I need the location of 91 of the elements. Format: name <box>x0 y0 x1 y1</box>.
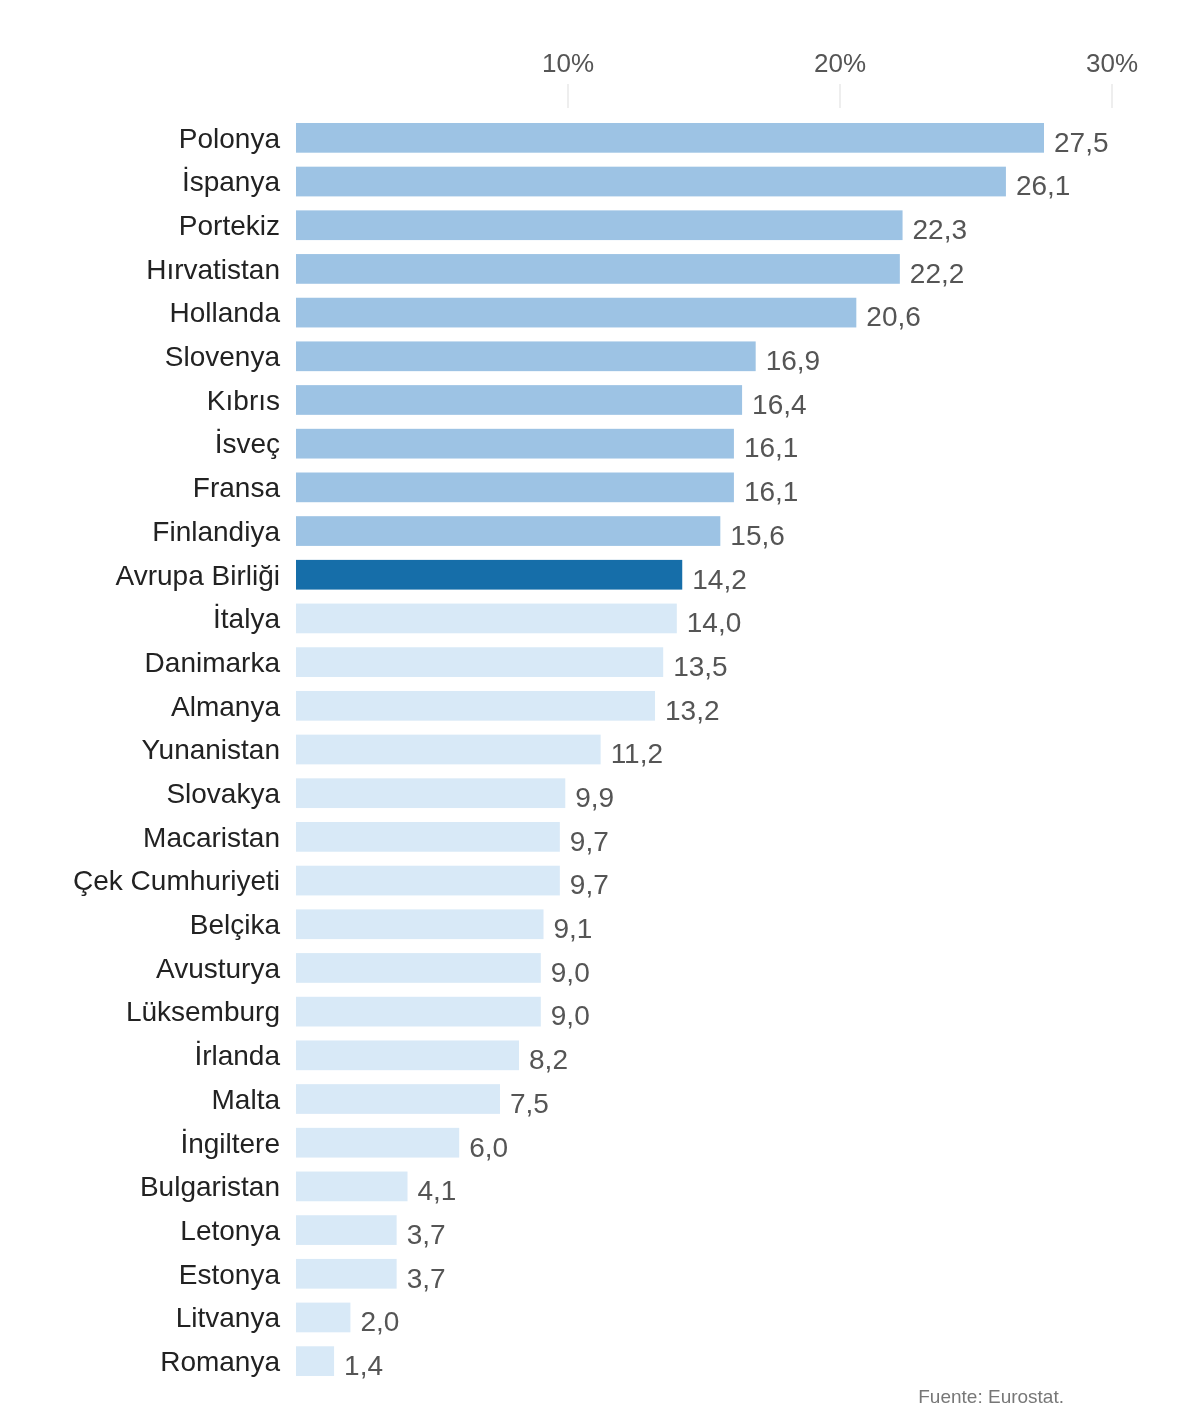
y-tick-label: Romanya <box>160 1345 281 1377</box>
data-label: 13,2 <box>665 694 720 726</box>
data-label: 4,1 <box>417 1175 457 1207</box>
data-label: 7,5 <box>510 1087 549 1119</box>
bar <box>296 516 721 546</box>
bar <box>296 559 683 590</box>
data-label: 13,5 <box>673 650 728 682</box>
y-tick-label: Portekiz <box>178 210 280 242</box>
data-label: 6,0 <box>469 1131 509 1163</box>
bar <box>296 341 756 372</box>
y-tick-label: Hollanda <box>169 297 281 329</box>
bar <box>296 1302 351 1333</box>
bar <box>296 1127 460 1158</box>
y-tick-label: Yunanistan <box>141 734 280 766</box>
bar <box>296 385 743 415</box>
y-tick-label: Litvanya <box>175 1302 281 1334</box>
bar <box>296 472 734 503</box>
y-tick-label: Bulgaristan <box>139 1171 280 1203</box>
y-tick-label: Belçika <box>189 909 281 941</box>
y-tick-label: Slovenya <box>164 341 281 373</box>
y-tick-label: Almanya <box>171 690 281 722</box>
y-tick-label: Hırvatistan <box>146 253 280 285</box>
bar <box>296 210 903 241</box>
y-tick-label: Lüksemburg <box>125 996 280 1028</box>
data-label: 8,2 <box>529 1044 568 1076</box>
source-note: Fuente: Eurostat. <box>918 1386 1064 1407</box>
y-tick-label: Çek Cumhuriyeti <box>73 865 280 897</box>
y-tick-label: Danimarka <box>144 646 281 678</box>
bar <box>296 865 560 896</box>
bar <box>296 428 734 459</box>
data-label: 16,1 <box>743 476 799 508</box>
data-label: 2,0 <box>360 1306 400 1338</box>
bar <box>296 996 541 1027</box>
bar <box>296 1040 520 1071</box>
bar <box>296 690 656 721</box>
y-tick-label: Estonya <box>178 1258 281 1290</box>
data-label: 22,3 <box>912 214 968 246</box>
data-label: 14,2 <box>692 563 747 595</box>
data-label: 27,5 <box>1054 126 1109 158</box>
data-label: 9,7 <box>569 825 609 857</box>
bar <box>296 1346 335 1377</box>
y-tick-label: Letonya <box>180 1214 281 1246</box>
y-tick-label: Finlandiya <box>152 515 281 547</box>
data-label: 9,1 <box>553 913 593 945</box>
y-tick-label: Avusturya <box>156 952 281 984</box>
data-label: 11,2 <box>610 738 664 770</box>
bar <box>296 647 664 677</box>
bar <box>296 603 677 634</box>
x-tick-label: 10% <box>541 48 595 78</box>
bar <box>296 1084 500 1114</box>
y-tick-label: Fransa <box>192 472 281 504</box>
data-label: 9,7 <box>569 869 609 901</box>
y-tick-label: İngiltere <box>180 1127 280 1159</box>
bar <box>296 778 566 809</box>
bar <box>296 297 857 328</box>
bar <box>296 166 1006 197</box>
data-label: 3,7 <box>406 1218 446 1250</box>
bar <box>296 734 601 765</box>
bar <box>296 122 1044 153</box>
data-label: 15,6 <box>730 519 785 551</box>
y-tick-label: İspanya <box>181 166 281 198</box>
y-tick-label: Malta <box>211 1083 281 1115</box>
data-label: 14,0 <box>686 607 742 639</box>
data-label: 16,1 <box>743 432 799 464</box>
data-label: 20,6 <box>866 301 921 333</box>
bar <box>296 1171 408 1202</box>
bar <box>296 254 900 284</box>
y-tick-label: Polonya <box>178 122 281 154</box>
data-label: 26,1 <box>1015 170 1071 202</box>
data-label: 16,9 <box>765 345 821 377</box>
data-label: 3,7 <box>406 1262 446 1294</box>
bar <box>296 1215 397 1245</box>
y-tick-label: İtalya <box>213 603 281 635</box>
y-tick-label: Slovakya <box>166 777 281 809</box>
data-label: 16,4 <box>752 388 807 420</box>
y-tick-label: Avrupa Birliği <box>115 559 280 591</box>
y-tick-label: Macaristan <box>143 821 280 853</box>
data-label: 9,0 <box>550 956 590 988</box>
bar <box>296 822 560 852</box>
bar <box>296 909 544 940</box>
x-tick-label: 30% <box>1085 48 1139 78</box>
data-label: 1,4 <box>344 1349 384 1381</box>
y-tick-label: İsveç <box>214 428 280 460</box>
y-tick-label: İrlanda <box>194 1040 281 1072</box>
data-label: 22,2 <box>909 257 965 289</box>
data-label: 9,0 <box>550 1000 590 1032</box>
y-tick-label: Kıbrıs <box>206 384 280 416</box>
bar <box>296 953 541 983</box>
x-tick-label: 20% <box>813 48 867 78</box>
bar <box>296 1258 397 1289</box>
data-label: 9,9 <box>575 781 615 813</box>
